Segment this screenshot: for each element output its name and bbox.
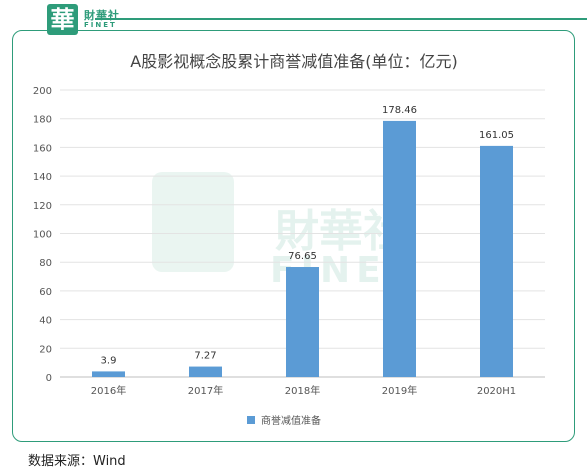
y-tick-label: 120	[33, 201, 52, 212]
watermark: 財華社 FINET	[152, 172, 411, 291]
y-tick-label: 20	[39, 344, 52, 355]
data-labels: 3.9 7.27 76.65 178.46 161.05	[101, 105, 514, 366]
source-note: 数据来源：Wind	[28, 454, 126, 469]
bars	[92, 120, 513, 377]
bar	[286, 267, 319, 377]
legend-swatch	[247, 416, 255, 424]
y-tick-label: 200	[33, 86, 52, 97]
brand-name-cn: 財華社	[84, 9, 120, 22]
bar	[480, 145, 513, 377]
data-label: 161.05	[479, 130, 514, 141]
x-tick-label: 2018年	[285, 384, 320, 397]
x-tick-label: 2020H1	[477, 386, 516, 397]
chart-frame	[12, 30, 575, 442]
x-tick-label: 2016年	[91, 384, 126, 397]
bar	[383, 120, 416, 377]
brand-name-en: FINET	[84, 21, 117, 29]
header-rule	[95, 18, 587, 20]
finet-logo: 華	[47, 4, 78, 35]
x-axis-ticks: 2016年 2017年 2018年 2019年 2020H1	[91, 384, 516, 397]
data-label: 3.9	[101, 355, 117, 366]
data-label: 7.27	[194, 351, 216, 362]
y-tick-label: 60	[39, 287, 52, 298]
chart-title: A股影视概念股累计商誉减值准备(单位：亿元)	[130, 52, 457, 71]
data-label: 76.65	[288, 251, 317, 262]
legend: 商誉减值准备	[247, 414, 321, 427]
data-label: 178.46	[382, 105, 417, 116]
bar	[92, 371, 125, 377]
y-tick-label: 180	[33, 115, 52, 126]
y-tick-label: 80	[39, 258, 52, 269]
x-tick-label: 2017年	[188, 384, 223, 397]
y-tick-label: 160	[33, 143, 52, 154]
y-tick-label: 100	[33, 230, 52, 241]
y-tick-label: 0	[46, 373, 52, 384]
x-tick-label: 2019年	[382, 384, 417, 397]
y-axis-ticks: 0 20 40 60 80 100 120 140 160 180 200	[33, 86, 52, 384]
legend-label: 商誉减值准备	[261, 414, 321, 427]
y-tick-label: 140	[33, 172, 52, 183]
y-tick-label: 40	[39, 316, 52, 327]
bar	[189, 366, 222, 377]
